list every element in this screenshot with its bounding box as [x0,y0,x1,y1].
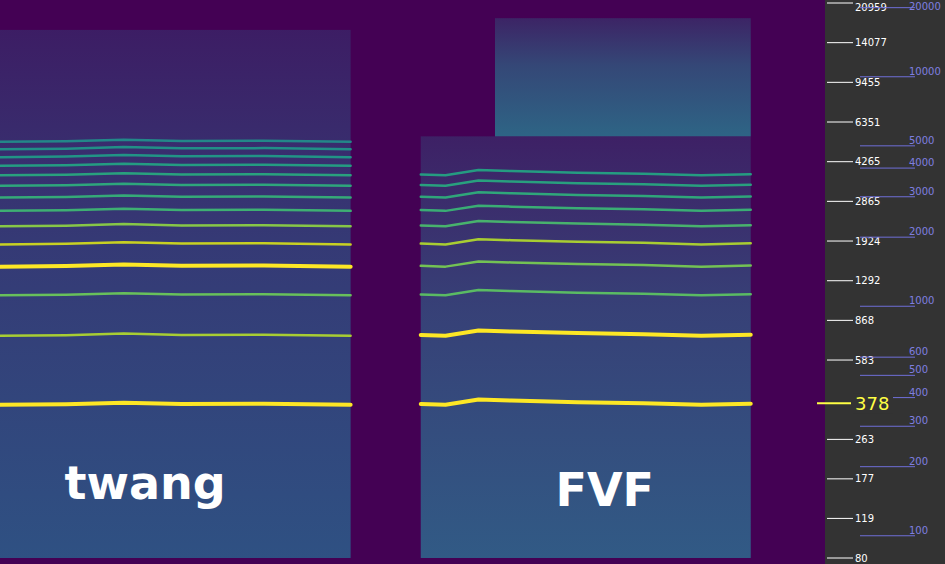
harmonic-track [0,164,351,166]
harmonic-track [421,221,751,226]
y-tick-label: 6351 [855,117,880,128]
y-tick [827,122,853,123]
y2-tick-label: 4000 [909,157,934,168]
y2-tick [860,357,915,358]
segment-label: FVF [555,463,653,517]
plot-area [0,18,751,558]
harmonic-track [421,331,751,336]
y-tick-label: 868 [855,315,874,326]
y-tick-label: 583 [855,355,874,366]
y2-tick [860,375,915,376]
y-tick-label: 1292 [855,275,880,286]
y-tick-label: 80 [855,553,868,564]
harmonic-track [421,181,751,186]
harmonic-track [421,290,751,295]
chart: 8011917726358386812921924286542656351945… [0,0,945,564]
harmonic-track [0,265,351,267]
y2-tick [860,7,915,8]
marker-backdrop [853,393,893,413]
harmonic-track [421,239,751,244]
energy-region [421,136,751,558]
y-tick [827,478,853,479]
harmonic-track [421,170,751,175]
harmonic-track [0,334,351,336]
y2-tick [860,306,915,307]
y2-tick [860,196,915,197]
y2-tick-label: 600 [909,346,928,357]
y-tick [827,518,853,519]
harmonic-track [0,173,351,175]
y2-tick-label: 20000 [909,1,941,12]
y2-tick-label: 300 [909,415,928,426]
harmonic-track [421,400,751,405]
harmonic-track [421,192,751,197]
y2-tick [860,237,915,238]
y2-tick [860,466,915,467]
y2-tick [860,76,915,77]
y-tick [827,439,853,440]
y2-tick [860,535,915,536]
harmonic-track [0,293,351,295]
harmonic-track [0,184,351,186]
energy-region [0,30,351,558]
y2-tick-label: 500 [909,364,928,375]
y2-tick-label: 5000 [909,135,934,146]
y2-tick-label: 100 [909,525,928,536]
plot-background [0,0,825,564]
y2-tick-label: 1000 [909,295,934,306]
y2-tick-label: 3000 [909,186,934,197]
y-tick [827,558,853,559]
harmonic-track [421,261,751,266]
y-tick [827,360,853,361]
harmonic-track [421,206,751,211]
y-tick [827,280,853,281]
harmonic-track [0,403,351,405]
y2-tick-label: 200 [909,456,928,467]
y-tick-label: 4265 [855,156,880,167]
y2-tick-label: 400 [909,387,928,398]
y-tick-label: 20959 [855,2,887,13]
y-tick-label: 9455 [855,77,880,88]
y2-tick-label: 2000 [909,226,934,237]
y2-tick-label: 10000 [909,66,941,77]
harmonic-track [0,242,351,244]
harmonic-track [0,140,351,142]
harmonic-track [0,147,351,149]
harmonic-track [0,209,351,211]
y-tick [827,161,853,162]
harmonic-track [0,224,351,226]
y-tick-label: 119 [855,513,874,524]
y-tick [827,3,853,4]
axis-panel [825,0,945,564]
y-tick-label: 14077 [855,37,887,48]
y-tick [827,320,853,321]
y-tick [827,82,853,83]
frequency-marker-label: 378 [855,393,889,414]
segment-label: twang [65,456,226,510]
y-tick-label: 2865 [855,196,880,207]
harmonic-track [0,155,351,157]
y-tick [827,42,853,43]
y-tick [827,241,853,242]
y-tick-label: 263 [855,434,874,445]
energy-region [495,18,751,136]
y-tick [827,201,853,202]
y2-tick [860,145,915,146]
y2-tick [860,168,915,169]
y-tick-label: 177 [855,473,874,484]
harmonic-track [0,195,351,197]
y2-tick [860,426,915,427]
frequency-marker [817,402,851,404]
